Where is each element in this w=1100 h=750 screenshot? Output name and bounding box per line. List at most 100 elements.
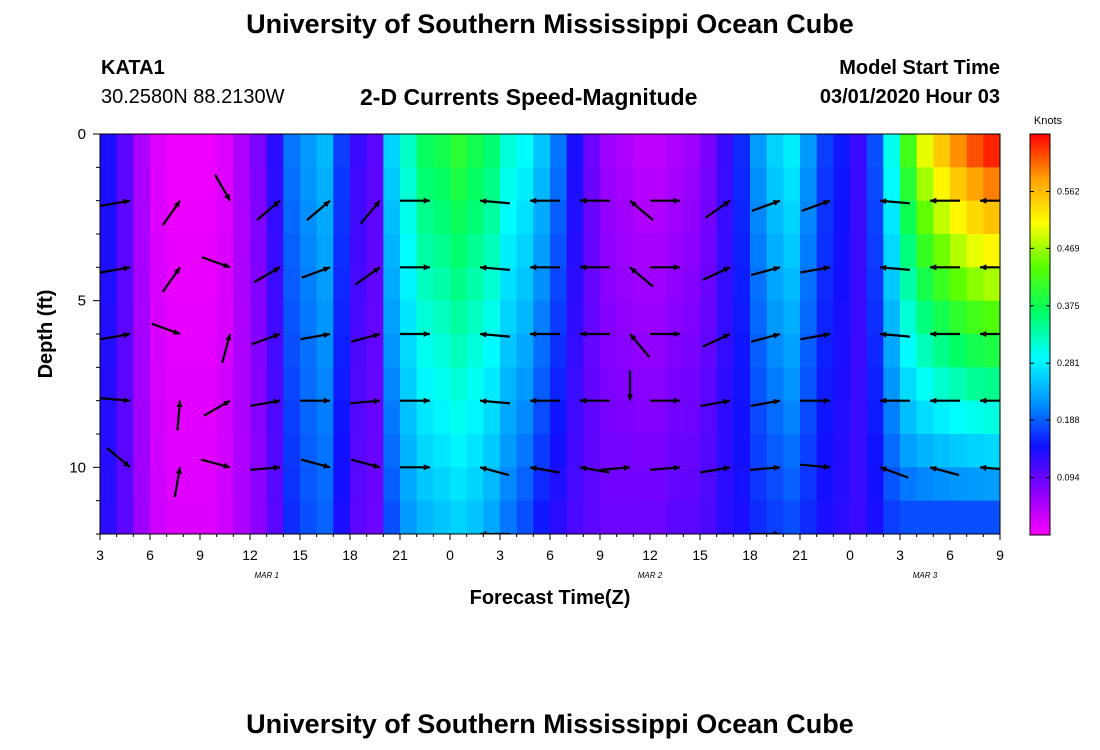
colorbar-tick-label: 0.281 xyxy=(1057,358,1080,368)
heatmap-cell xyxy=(616,234,634,268)
heatmap-cell xyxy=(600,334,618,368)
current-vector-arrow xyxy=(480,531,510,534)
heatmap-cell xyxy=(150,434,168,468)
heatmap-cell xyxy=(966,434,984,468)
heatmap-cell xyxy=(150,400,168,435)
heatmap-cell xyxy=(133,300,151,335)
heatmap-cell xyxy=(966,367,984,402)
current-vector-arrow xyxy=(300,458,331,469)
heatmap-cell xyxy=(683,500,701,534)
heatmap-cell xyxy=(516,200,534,235)
x-tick-label: 18 xyxy=(742,547,758,563)
heatmap-cell xyxy=(900,334,918,368)
heatmap-cell xyxy=(150,234,168,268)
heatmap-cell xyxy=(683,267,701,302)
heatmap-cell xyxy=(350,400,368,435)
date-label: MAR 3 xyxy=(913,571,938,580)
current-vector-arrow xyxy=(300,332,331,341)
heatmap-cell xyxy=(466,234,484,268)
heatmap-cell xyxy=(416,500,434,534)
heatmap-cell xyxy=(283,300,301,335)
heatmap-cell xyxy=(650,167,668,202)
heatmap-cell xyxy=(583,400,601,435)
current-vector-arrow xyxy=(930,264,960,271)
heatmap-cell xyxy=(583,234,601,268)
heatmap-cell xyxy=(166,167,184,202)
heatmap-cell xyxy=(300,167,318,202)
heatmap-cell xyxy=(266,400,284,435)
heatmap-cell xyxy=(650,300,668,335)
heatmap-cell xyxy=(100,367,118,402)
heatmap-cell xyxy=(500,500,518,534)
current-vector-arrow xyxy=(106,447,131,469)
current-vector-arrow xyxy=(800,397,830,404)
heatmap-cell xyxy=(266,234,284,268)
heatmap-cell xyxy=(666,400,684,435)
heatmap-cell xyxy=(516,334,534,368)
heatmap-cell xyxy=(916,267,934,302)
colorbar-tick-label: 0.375 xyxy=(1057,301,1080,311)
current-vector-arrow xyxy=(979,464,1000,471)
heatmap-cell xyxy=(116,267,134,302)
y-tick-label: 0 xyxy=(78,126,86,143)
heatmap-cell xyxy=(183,334,201,368)
heatmap-cell xyxy=(266,334,284,368)
x-tick-label: 6 xyxy=(946,547,954,563)
current-vector-arrow xyxy=(930,331,960,337)
heatmap-cell xyxy=(333,467,351,502)
heatmap-cell xyxy=(116,167,134,202)
heatmap-cell xyxy=(116,400,134,435)
heatmap-cell xyxy=(783,167,801,202)
heatmap-cell xyxy=(950,334,968,368)
heatmap-cell xyxy=(566,400,584,435)
heatmap-cell xyxy=(133,467,151,502)
current-vector-arrow xyxy=(100,198,131,207)
heatmap-cell xyxy=(533,200,551,235)
heatmap-cell xyxy=(133,500,151,534)
heatmap-cell xyxy=(500,134,518,168)
heatmap-cell xyxy=(383,200,401,235)
heatmap-cell xyxy=(233,434,251,468)
x-tick-label: 15 xyxy=(292,547,308,563)
heatmap-cell xyxy=(766,367,784,402)
heatmap-cell xyxy=(633,234,651,268)
heatmap-cell xyxy=(166,234,184,268)
heatmap-cell xyxy=(916,467,934,502)
heatmap-cell xyxy=(483,267,501,302)
heatmap-cell xyxy=(800,134,818,168)
heatmap-cell xyxy=(716,467,734,502)
heatmap-cell xyxy=(100,300,118,335)
heatmap-cell xyxy=(333,500,351,534)
heatmap-cell xyxy=(866,400,884,435)
heatmap-cell xyxy=(650,234,668,268)
heatmap-cell xyxy=(883,467,901,502)
heatmap-cells xyxy=(100,134,1000,534)
heatmap-cell xyxy=(516,300,534,335)
heatmap-cell xyxy=(716,500,734,534)
heatmap-cell xyxy=(283,400,301,435)
current-vector-arrow xyxy=(479,398,510,405)
current-vector-arrow xyxy=(627,370,633,401)
heatmap-cell xyxy=(750,467,768,502)
heatmap-cell xyxy=(133,367,151,402)
heatmap-cell xyxy=(950,400,968,435)
heatmap-cell xyxy=(366,500,384,534)
heatmap-cell xyxy=(700,167,718,202)
heatmap-cell xyxy=(566,200,584,235)
heatmap-cell xyxy=(466,267,484,302)
heatmap-cell xyxy=(666,167,684,202)
heatmap-cell xyxy=(833,500,851,534)
heatmap-cell xyxy=(700,134,718,168)
heatmap-cell xyxy=(766,334,784,368)
heatmap-cell xyxy=(916,334,934,368)
heatmap-cell xyxy=(583,367,601,402)
heatmap-cell xyxy=(983,134,1000,168)
heatmap-cell xyxy=(700,234,718,268)
heatmap-cell xyxy=(783,267,801,302)
heatmap-cell xyxy=(833,300,851,335)
heatmap-cell xyxy=(416,367,434,402)
heatmap-cell xyxy=(833,200,851,235)
heatmap-cell xyxy=(366,134,384,168)
heatmap-cell xyxy=(633,334,651,368)
heatmap-cell xyxy=(816,134,834,168)
